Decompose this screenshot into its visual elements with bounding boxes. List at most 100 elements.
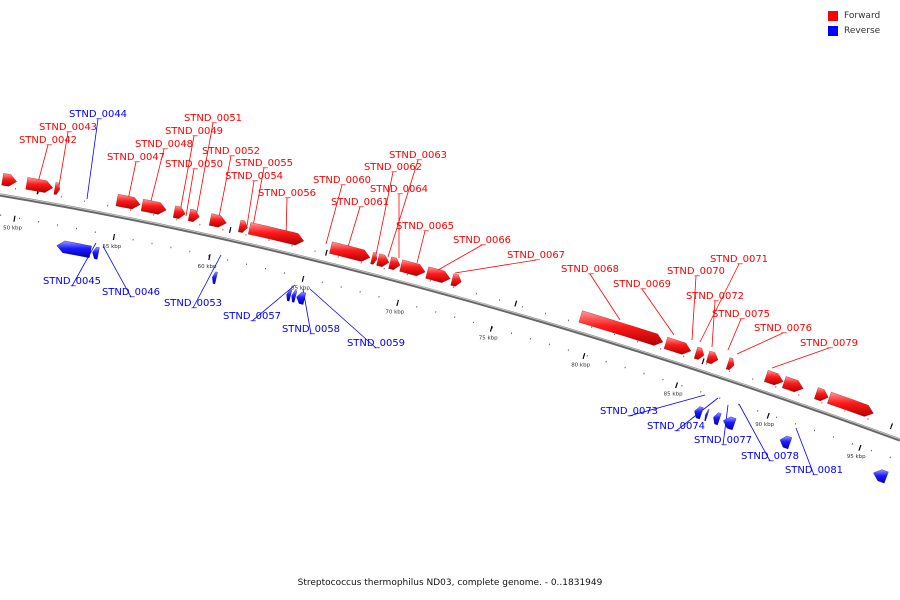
reverse-gene-arrow bbox=[56, 240, 92, 258]
major-tick bbox=[301, 275, 305, 282]
gene-label: STND_0063 bbox=[389, 150, 447, 161]
forward-gene-arrow bbox=[187, 208, 200, 222]
gene-label: STND_0075 bbox=[712, 309, 770, 320]
major-tick bbox=[582, 353, 586, 360]
gene-label: STND_0059 bbox=[347, 338, 405, 349]
label-leader-lines bbox=[35, 118, 830, 476]
leader-line bbox=[57, 131, 69, 193]
gene-label: STND_0049 bbox=[165, 126, 223, 137]
forward-gene-arrow bbox=[248, 222, 305, 246]
forward-gene-arrow bbox=[140, 198, 167, 215]
forward-gene-arrow bbox=[764, 370, 784, 386]
forward-gene-arrow bbox=[238, 219, 248, 233]
major-tick bbox=[514, 300, 518, 307]
gene-label: STND_0070 bbox=[667, 266, 725, 277]
gene-label: STND_0047 bbox=[107, 152, 165, 163]
scale-label: 75 kbp bbox=[479, 335, 498, 341]
gene-label: STND_0081 bbox=[785, 465, 843, 476]
forward-gene-arrow bbox=[25, 177, 54, 193]
major-tick bbox=[675, 382, 679, 389]
gene-label: STND_0054 bbox=[225, 171, 283, 182]
reverse-gene-arrow bbox=[694, 406, 704, 420]
gene-label: STND_0064 bbox=[370, 184, 428, 195]
leader-line bbox=[771, 347, 830, 369]
leader-line bbox=[102, 245, 132, 298]
backbone-line bbox=[0, 193, 900, 442]
forward-gene-arrow bbox=[450, 273, 462, 287]
leader-line bbox=[736, 332, 784, 355]
gene-labels: STND_0042 STND_0043 STND_0047 STND_0048 STND… bbox=[19, 109, 858, 476]
forward-gene-arrow bbox=[814, 387, 829, 402]
scale-label: 85 kbp bbox=[664, 392, 683, 398]
gene-label: STND_0052 bbox=[202, 146, 260, 157]
leader-line bbox=[192, 254, 222, 309]
gene-label: STND_0074 bbox=[647, 421, 705, 432]
gene-label: STND_0066 bbox=[453, 235, 511, 246]
forward-gene-arrow bbox=[425, 266, 451, 283]
forward-gene-arrow bbox=[693, 346, 705, 360]
legend-label-reverse: Reverse bbox=[844, 25, 881, 36]
gene-label: STND_0072 bbox=[686, 291, 744, 302]
leader-line bbox=[347, 206, 361, 248]
leader-line bbox=[252, 167, 265, 227]
forward-gene-arrow bbox=[663, 337, 692, 355]
gene-label: STND_0050 bbox=[165, 159, 223, 170]
legend: Forward Reverse bbox=[828, 8, 890, 38]
gene-label: STND_0068 bbox=[561, 264, 619, 275]
reverse-gene-arrow bbox=[713, 412, 722, 426]
leader-line bbox=[727, 318, 742, 351]
leader-line bbox=[628, 394, 706, 417]
reverse-gene-arrow bbox=[92, 246, 100, 260]
gene-label: STND_0067 bbox=[507, 250, 565, 261]
forward-gene-arrow bbox=[115, 193, 141, 210]
minor-tick bbox=[867, 418, 869, 420]
forward-gene-arrow bbox=[329, 241, 371, 262]
gene-label: STND_0056 bbox=[258, 188, 316, 199]
gene-label: STND_0073 bbox=[600, 406, 658, 417]
leader-line bbox=[325, 184, 343, 245]
forward-gene-arrow bbox=[376, 253, 390, 267]
scale-ticks: 50 kbp 55 kbp 60 kbp 65 kbp 70 kbp 75 kbp 80 k… bbox=[0, 187, 893, 460]
gene-label: STND_0044 bbox=[69, 109, 127, 120]
gene-label: STND_0058 bbox=[282, 324, 340, 335]
gene-label: STND_0071 bbox=[710, 254, 768, 265]
legend-item-forward: Forward bbox=[828, 8, 890, 23]
leader-line bbox=[251, 284, 296, 322]
leader-line bbox=[691, 275, 697, 341]
forward-gene-arrow bbox=[578, 310, 664, 346]
leader-line bbox=[387, 159, 419, 258]
leader-line bbox=[179, 135, 195, 213]
forward-gene-arrow bbox=[782, 376, 804, 393]
reverse-gene-arrow bbox=[723, 416, 737, 431]
reverse-gene-arrow bbox=[779, 435, 793, 450]
scale-label: 55 kbp bbox=[102, 244, 121, 250]
leader-line bbox=[127, 161, 137, 201]
gene-label: STND_0076 bbox=[754, 323, 812, 334]
leader-line bbox=[285, 197, 288, 237]
gene-label: STND_0077 bbox=[694, 435, 752, 446]
leader-line bbox=[185, 168, 195, 217]
gene-label: STND_0079 bbox=[800, 338, 858, 349]
minor-tick bbox=[832, 436, 835, 438]
forward-gene-arrow bbox=[705, 350, 719, 365]
reverse-gene-arrow bbox=[212, 271, 218, 285]
leader-line bbox=[309, 288, 377, 349]
minor-tick bbox=[851, 442, 853, 445]
leader-line bbox=[589, 273, 621, 321]
minor-tick bbox=[889, 456, 891, 459]
leader-line bbox=[454, 259, 537, 274]
gene-label: STND_0043 bbox=[39, 122, 97, 133]
reverse-gene-arrow bbox=[291, 290, 298, 303]
legend-label-forward: Forward bbox=[844, 10, 881, 21]
forward-gene-arrow bbox=[1, 173, 17, 187]
leader-line bbox=[795, 427, 815, 476]
forward-gene-arrow bbox=[208, 213, 227, 228]
leader-line bbox=[246, 180, 255, 227]
gene-label: STND_0069 bbox=[613, 279, 671, 290]
leader-line bbox=[416, 230, 426, 264]
gene-label: STND_0065 bbox=[396, 221, 454, 232]
leader-line bbox=[86, 118, 99, 200]
gene-label: STND_0053 bbox=[164, 298, 222, 309]
forward-gene-arrow bbox=[725, 357, 735, 371]
